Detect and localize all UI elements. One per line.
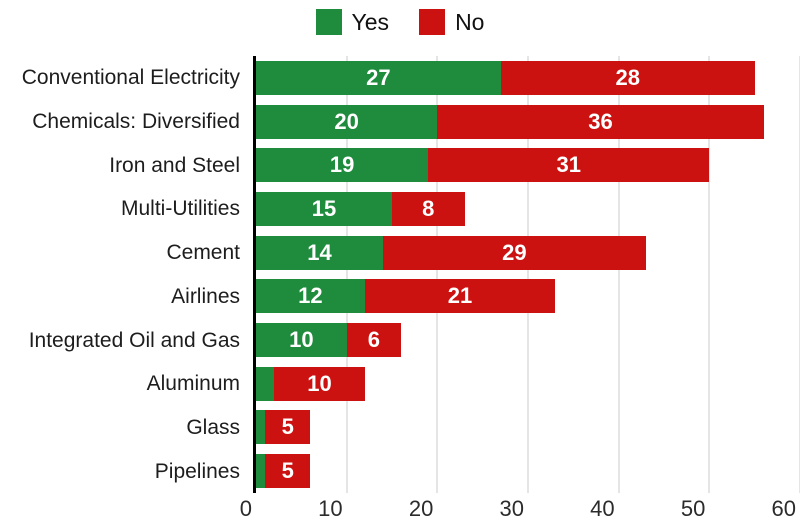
bar-value-label: 31	[556, 152, 582, 178]
bar-segment-yes: 19	[256, 148, 429, 183]
chart-row: Integrated Oil and Gas 10 6	[0, 318, 800, 362]
chart-rows: Conventional Electricity 27 28 Chemicals: D…	[0, 56, 800, 493]
bar-track: 10 6	[256, 323, 800, 358]
bar-segment-no: 10	[274, 366, 365, 401]
bar-segment-no: 36	[437, 104, 764, 139]
bar-value-label: 29	[502, 239, 527, 265]
chart-row: Conventional Electricity 27 28	[0, 56, 800, 100]
gridline-20	[436, 56, 439, 493]
chart-row: Cement 14 29	[0, 231, 800, 275]
bar-track: 5	[256, 454, 800, 489]
legend-swatch-icon	[419, 9, 446, 35]
bar-value-label: 5	[281, 414, 294, 440]
bar-value-label: 19	[329, 152, 355, 178]
bar-segment-yes: 12	[256, 279, 365, 314]
gridline-10	[345, 56, 348, 493]
x-tick-label-30: 30	[499, 496, 524, 521]
x-tick-label-20: 20	[408, 496, 434, 521]
bar-track: 5	[256, 410, 800, 445]
x-tick-label-50: 50	[680, 496, 706, 521]
chart-row: Aluminum 10	[0, 362, 800, 406]
chart-row: Iron and Steel 19 31	[0, 143, 800, 187]
bar-segment-no: 31	[428, 148, 710, 183]
bar-track: 12 21	[256, 279, 800, 314]
bar-segment-yes: 14	[256, 235, 383, 270]
chart-row: Multi-Utilities 15 8	[0, 187, 800, 231]
bar-segment-yes: 10	[256, 323, 347, 358]
bar-track: 20 36	[256, 104, 800, 139]
bar-segment-no: 8	[392, 191, 465, 226]
chart-row: Airlines 12 21	[0, 275, 800, 319]
bar-track: 14 29	[256, 235, 800, 270]
legend-label: Yes	[351, 8, 390, 35]
bar-value-label: 6	[367, 327, 380, 353]
legend-item-no[interactable]: No	[419, 9, 484, 35]
bar-segment-yes	[256, 366, 275, 401]
legend-swatch-icon	[315, 9, 342, 35]
bar-value-label: 5	[281, 458, 294, 484]
bar-value-label: 12	[298, 283, 323, 309]
y-axis-line	[253, 56, 256, 493]
category-label: Airlines	[171, 284, 240, 308]
bar-segment-yes: 27	[256, 60, 501, 95]
legend-item-yes[interactable]: Yes	[315, 8, 390, 35]
bar-segment-yes: 15	[256, 191, 392, 226]
bar-track: 27 28	[256, 60, 800, 95]
x-tick-label-40: 40	[590, 496, 615, 521]
chart-row: Chemicals: Diversified 20 36	[0, 100, 800, 144]
bar-value-label: 36	[588, 108, 613, 134]
bar-segment-no: 5	[265, 454, 311, 489]
bar-value-label: 15	[311, 195, 337, 221]
bar-track: 15 8	[256, 191, 800, 226]
category-label: Conventional Electricity	[21, 66, 240, 90]
bar-value-label: 20	[334, 108, 359, 134]
gridline-40	[617, 56, 620, 493]
category-label: Multi-Utilities	[120, 197, 240, 221]
bar-track: 19 31	[256, 148, 800, 183]
bar-segment-no: 29	[382, 235, 646, 270]
gridline-50	[708, 56, 711, 493]
category-label: Cement	[166, 241, 240, 265]
bar-value-label: 10	[307, 370, 332, 396]
gridline-30	[527, 56, 529, 493]
bar-value-label: 8	[422, 195, 435, 221]
plot-area: Conventional Electricity 27 28 Chemicals: D…	[0, 56, 800, 493]
bar-value-label: 14	[307, 239, 332, 265]
bar-segment-no: 5	[265, 410, 311, 445]
legend: Yes No	[0, 4, 800, 40]
bar-value-label: 21	[447, 283, 473, 309]
category-label: Iron and Steel	[109, 153, 240, 177]
chart-row: Glass 5	[0, 406, 800, 450]
x-tick-label-60: 60	[771, 496, 796, 521]
bar-track: 10	[256, 366, 800, 401]
category-label: Pipelines	[154, 459, 240, 483]
legend-label: No	[455, 8, 485, 35]
x-tick-label-0: 0	[239, 496, 252, 521]
bar-segment-yes	[256, 410, 266, 445]
bar-segment-no: 6	[346, 323, 402, 358]
bar-segment-no: 21	[364, 279, 556, 314]
category-label: Chemicals: Diversified	[32, 110, 240, 134]
chart-row: Pipelines 5	[0, 449, 800, 493]
bar-value-label: 27	[366, 64, 391, 90]
bar-value-label: 28	[615, 64, 640, 90]
x-axis: 0 10 20 30 40 50 60	[0, 493, 800, 529]
category-label: Glass	[186, 415, 240, 439]
bar-segment-no: 28	[500, 60, 755, 95]
x-tick-label-10: 10	[318, 496, 343, 521]
bar-value-label: 10	[289, 327, 314, 353]
bar-segment-yes	[256, 454, 266, 489]
category-label: Aluminum	[146, 372, 240, 396]
category-label: Integrated Oil and Gas	[28, 328, 240, 352]
bar-segment-yes: 20	[256, 104, 438, 139]
